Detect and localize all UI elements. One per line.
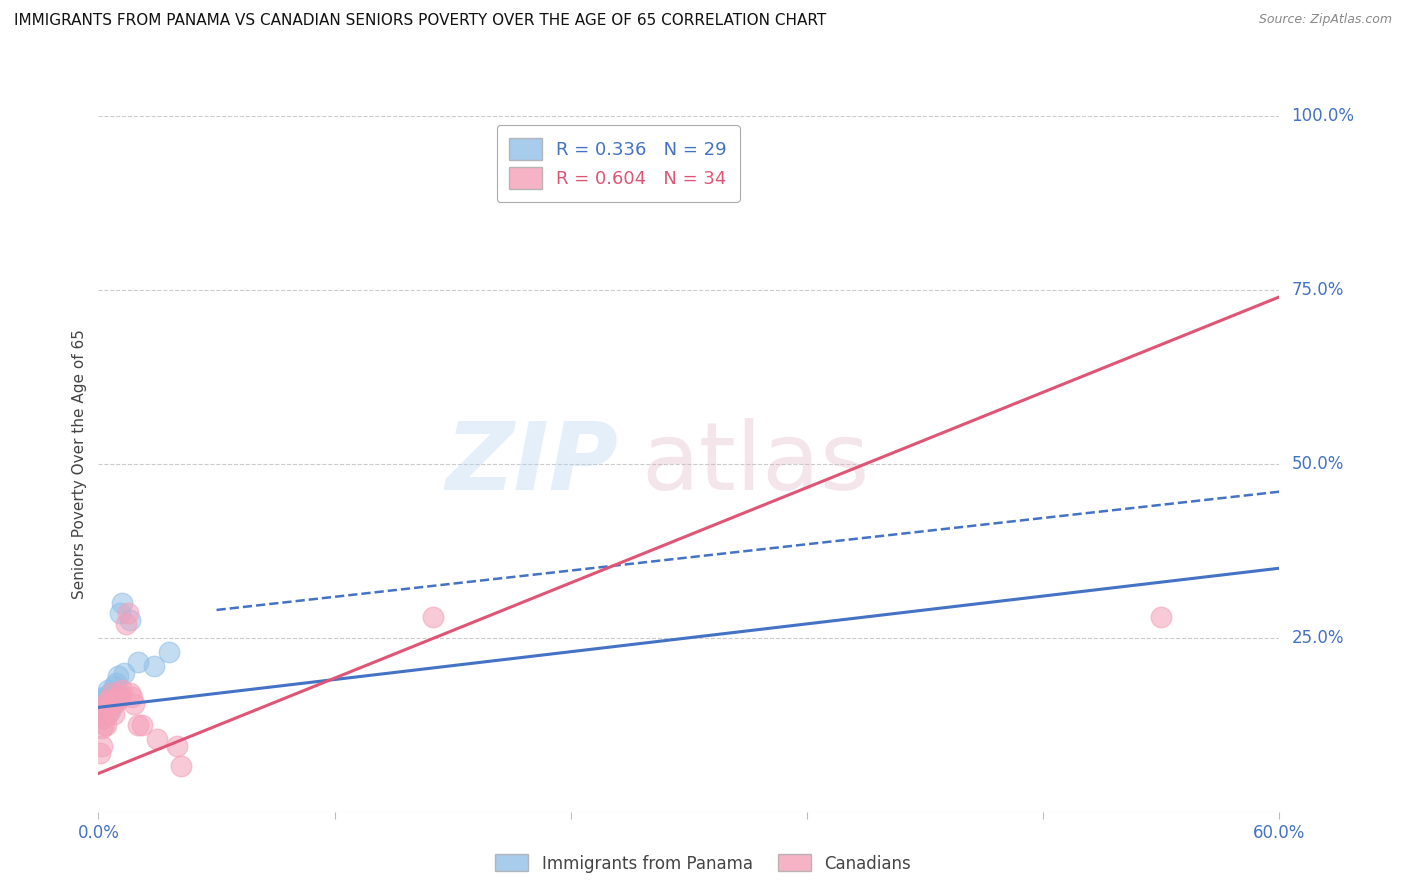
Legend: Immigrants from Panama, Canadians: Immigrants from Panama, Canadians	[488, 847, 918, 880]
Point	[103, 707, 125, 722]
Point	[97, 683, 120, 698]
Point	[108, 686, 131, 700]
Point	[96, 717, 118, 731]
Point	[117, 607, 139, 621]
Point	[89, 746, 111, 760]
Point	[103, 690, 125, 704]
Point	[98, 693, 121, 707]
Y-axis label: Seniors Poverty Over the Age of 65: Seniors Poverty Over the Age of 65	[72, 329, 87, 599]
Point	[98, 704, 121, 718]
Point	[89, 707, 111, 722]
Point	[101, 697, 124, 711]
Text: IMMIGRANTS FROM PANAMA VS CANADIAN SENIORS POVERTY OVER THE AGE OF 65 CORRELATIO: IMMIGRANTS FROM PANAMA VS CANADIAN SENIO…	[14, 13, 827, 29]
Point	[122, 697, 145, 711]
Text: 100.0%: 100.0%	[1291, 107, 1354, 125]
Point	[93, 704, 115, 718]
Point	[97, 700, 120, 714]
Point	[97, 707, 120, 722]
Point	[131, 717, 153, 731]
Point	[91, 711, 114, 725]
Point	[115, 616, 138, 631]
Point	[105, 676, 128, 690]
Point	[93, 690, 115, 704]
Point	[127, 655, 149, 669]
Point	[103, 680, 125, 694]
Point	[108, 607, 131, 621]
Text: Source: ZipAtlas.com: Source: ZipAtlas.com	[1258, 13, 1392, 27]
Point	[111, 683, 134, 698]
Text: atlas: atlas	[641, 417, 870, 510]
Point	[97, 693, 120, 707]
Point	[107, 693, 129, 707]
Text: ZIP: ZIP	[446, 417, 619, 510]
Text: 75.0%: 75.0%	[1291, 281, 1344, 299]
Point	[96, 704, 118, 718]
Point	[118, 614, 141, 628]
Point	[91, 697, 114, 711]
Point	[157, 645, 180, 659]
Point	[103, 697, 125, 711]
Point	[91, 721, 114, 735]
Point	[93, 711, 115, 725]
Point	[97, 690, 120, 704]
Point	[111, 596, 134, 610]
Point	[101, 690, 124, 704]
Point	[98, 700, 121, 714]
Point	[112, 665, 135, 680]
Point	[96, 690, 118, 704]
Point	[98, 693, 121, 707]
Point	[93, 697, 115, 711]
Point	[166, 739, 188, 753]
Legend: R = 0.336   N = 29, R = 0.604   N = 34: R = 0.336 N = 29, R = 0.604 N = 34	[496, 125, 740, 202]
Point	[107, 669, 129, 683]
Point	[91, 739, 114, 753]
Point	[105, 693, 128, 707]
Point	[127, 717, 149, 731]
Point	[98, 686, 121, 700]
Point	[121, 690, 143, 704]
Point	[97, 700, 120, 714]
Point	[93, 717, 115, 731]
Point	[142, 658, 165, 673]
Point	[118, 686, 141, 700]
Point	[97, 697, 120, 711]
Point	[101, 697, 124, 711]
Point	[170, 759, 193, 773]
Text: 50.0%: 50.0%	[1291, 455, 1344, 473]
Point	[1150, 610, 1173, 624]
Point	[96, 704, 118, 718]
Point	[146, 731, 169, 746]
Text: 25.0%: 25.0%	[1291, 629, 1344, 647]
Point	[108, 690, 131, 704]
Point	[96, 697, 118, 711]
Point	[96, 697, 118, 711]
Point	[422, 610, 444, 624]
Point	[101, 686, 124, 700]
